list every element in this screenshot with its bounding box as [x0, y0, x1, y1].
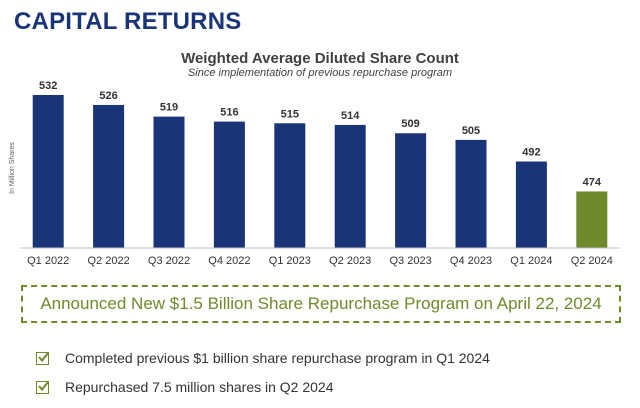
checkbox-icon: [36, 380, 49, 394]
data-label: 505: [462, 125, 480, 137]
x-tick-label: Q1 2022: [27, 255, 69, 267]
chart-subtitle: Since implementation of previous repurch…: [187, 67, 453, 79]
bullet-item: Completed previous $1 billion share repu…: [36, 350, 490, 366]
bar-q3-2022: [153, 116, 185, 248]
bar-q1-2024: [515, 161, 547, 248]
y-axis-label: In Million Shares: [9, 142, 16, 194]
data-label: 492: [522, 147, 540, 159]
chart-title: Weighted Average Diluted Share Count: [181, 50, 459, 67]
x-tick-label: Q2 2024: [571, 255, 613, 267]
bar-q4-2022: [213, 121, 245, 248]
bar-q1-2023: [274, 123, 306, 248]
x-tick-label: Q2 2023: [329, 255, 371, 267]
bullet-text: Completed previous $1 billion share repu…: [65, 350, 490, 366]
bar-q2-2023: [334, 124, 366, 248]
data-label: 474: [583, 176, 602, 188]
bar-q3-2023: [395, 133, 427, 248]
bar-q2-2024: [576, 191, 608, 248]
data-label: 526: [99, 90, 117, 102]
page-title: CAPITAL RETURNS: [14, 8, 242, 35]
x-tick-label: Q3 2023: [389, 255, 431, 267]
x-tick-label: Q1 2023: [269, 255, 311, 267]
x-tick-label: Q2 2022: [87, 255, 129, 267]
data-label: 509: [401, 118, 419, 130]
bar-q1-2022: [32, 94, 64, 248]
data-label: 514: [341, 110, 360, 122]
x-tick-label: Q4 2023: [450, 255, 492, 267]
data-label: 516: [220, 107, 238, 119]
x-tick-label: Q1 2024: [510, 255, 552, 267]
bar-q4-2023: [455, 139, 487, 248]
data-label: 532: [39, 80, 57, 92]
x-tick-label: Q4 2022: [208, 255, 250, 267]
announcement-box: Announced New $1.5 Billion Share Repurch…: [21, 285, 621, 323]
checkbox-icon: [36, 351, 49, 365]
announcement-text: Announced New $1.5 Billion Share Repurch…: [40, 294, 602, 313]
x-tick-label: Q3 2022: [148, 255, 190, 267]
share-count-chart: In Million Shares 532 Q1 2022 526 Q2 2022 51…: [9, 80, 620, 267]
bullet-text: Repurchased 7.5 million shares in Q2 202…: [65, 379, 334, 395]
data-label: 515: [281, 108, 299, 120]
bar-q2-2022: [93, 104, 125, 249]
data-label: 519: [160, 102, 178, 114]
bullet-item: Repurchased 7.5 million shares in Q2 202…: [36, 379, 334, 395]
